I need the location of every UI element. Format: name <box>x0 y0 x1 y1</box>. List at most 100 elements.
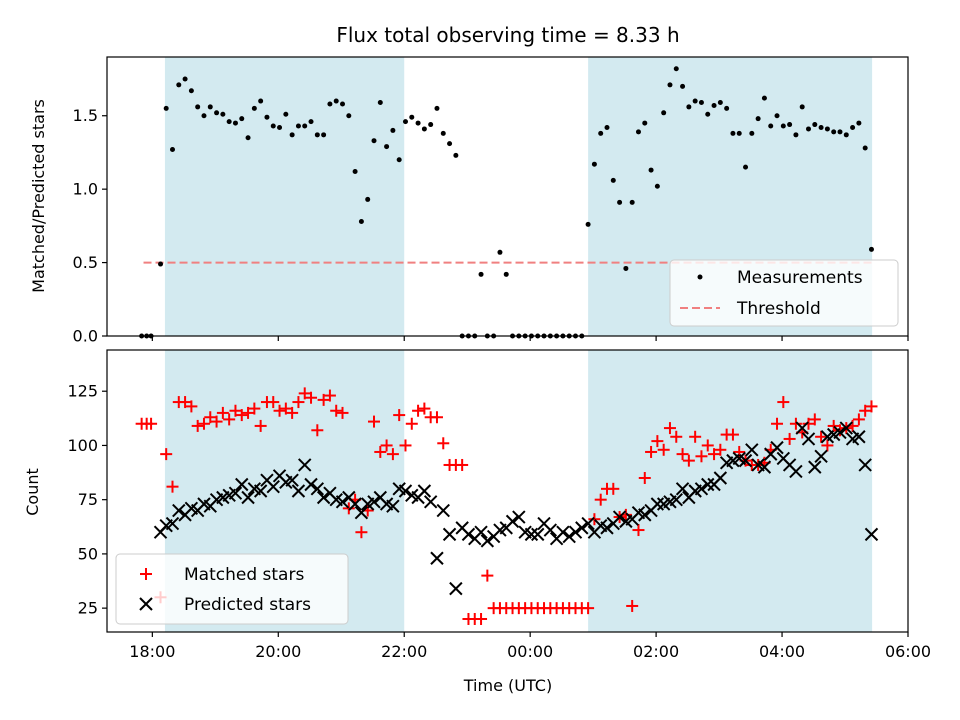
measurements-point <box>232 120 238 126</box>
predicted-stars-point <box>568 525 583 539</box>
bottom-legend: Matched stars Predicted stars <box>115 553 349 625</box>
matched-stars-point <box>204 411 217 424</box>
measurements-point <box>837 129 843 135</box>
matched-stars-point <box>645 445 658 458</box>
measurements-point <box>453 152 459 158</box>
x-tick-label: 04:00 <box>759 642 805 661</box>
top-observing-window-1 <box>164 57 405 336</box>
predicted-stars-point <box>581 516 595 531</box>
matched-stars-point <box>663 422 676 435</box>
measurements-point <box>812 122 818 128</box>
measurements-point <box>793 132 799 138</box>
measurements-point <box>402 119 408 125</box>
measurements-point <box>169 147 175 153</box>
measurements-point <box>868 246 874 252</box>
matched-stars-point <box>827 419 840 432</box>
predicted-stars-point <box>575 521 589 535</box>
matched-stars-point <box>267 396 280 409</box>
predicted-stars-point <box>864 527 879 542</box>
measurements-point <box>787 122 793 128</box>
matched-stars-point <box>682 454 695 467</box>
measurements-point <box>598 130 604 136</box>
top-legend: Measurements Threshold <box>669 259 899 327</box>
predicted-stars-point <box>713 471 728 485</box>
matched-stars-point <box>430 411 443 424</box>
predicted-stars-point <box>505 514 520 529</box>
legend-matched-label: Matched stars <box>184 565 304 585</box>
measurements-point <box>245 135 251 141</box>
measurements-point <box>396 157 402 163</box>
matched-stars-point <box>185 400 198 413</box>
matched-stars-point <box>248 402 261 415</box>
predicted-stars-point <box>367 495 381 509</box>
matched-stars-point <box>651 435 664 448</box>
measurements-point <box>680 83 686 89</box>
matched-stars-point <box>594 493 607 506</box>
matched-stars-point <box>223 413 236 426</box>
measurements-point <box>591 161 597 167</box>
measurements-point <box>346 113 352 119</box>
predicted-stars-point <box>839 421 853 435</box>
matched-stars-point <box>418 402 431 415</box>
measurements-point <box>434 105 440 111</box>
top-y-tick-label: 1.5 <box>73 106 98 125</box>
measurements-point <box>289 132 295 138</box>
measurements-point <box>585 221 591 227</box>
matched-stars-point <box>607 482 620 495</box>
top-legend-box <box>669 259 899 327</box>
matched-stars-point <box>859 404 872 417</box>
measurements-point <box>724 105 730 111</box>
predicted-stars-point <box>354 505 369 520</box>
predicted-stars-point <box>335 495 350 509</box>
matched-stars-point <box>657 443 670 456</box>
measurements-point <box>705 111 711 117</box>
matched-stars-point <box>475 612 488 625</box>
matched-stars-point <box>374 445 387 458</box>
matched-stars-point <box>336 406 349 419</box>
legend-predicted-label: Predicted stars <box>184 595 311 615</box>
measurements-point <box>604 124 610 130</box>
matched-stars-point <box>229 404 242 417</box>
matched-stars-point <box>145 417 158 430</box>
matched-stars-point <box>342 502 355 515</box>
measurements-point <box>692 98 698 104</box>
bot-y-tick-label: 125 <box>67 382 98 401</box>
bot-y-tick-label: 75 <box>78 490 98 509</box>
top-y-tick-label: 1.0 <box>73 180 98 199</box>
x-tick-label: 02:00 <box>633 642 679 661</box>
matched-stars-point <box>235 409 248 422</box>
matched-stars-point <box>279 402 292 415</box>
measurements-point <box>730 130 736 136</box>
measurements-point <box>749 130 755 136</box>
measurements-point <box>239 116 245 122</box>
x-tick-label: 06:00 <box>885 642 931 661</box>
measurements-point <box>850 124 856 130</box>
measurements-point <box>806 126 812 132</box>
measurements-point <box>761 95 767 101</box>
top-y-tick-label: 0.5 <box>73 253 98 272</box>
matched-stars-point <box>437 437 450 450</box>
matched-stars-point <box>355 526 368 539</box>
matched-stars-point <box>399 439 412 452</box>
measurements-point <box>503 271 509 277</box>
measurements-point <box>327 101 333 107</box>
predicted-stars-point <box>669 492 683 507</box>
measurements-point <box>340 101 346 107</box>
predicted-stars-point <box>474 525 488 539</box>
predicted-stars-point <box>770 440 784 455</box>
bot-y-tick-label: 25 <box>78 599 98 618</box>
predicted-stars-point <box>801 432 816 446</box>
matched-stars-point <box>815 430 828 443</box>
predicted-stars-point <box>442 527 457 542</box>
predicted-stars-point <box>789 464 803 479</box>
matched-stars-point <box>670 430 683 443</box>
predicted-stars-point <box>266 479 280 494</box>
measurements-point <box>440 130 446 136</box>
predicted-stars-point <box>316 490 331 505</box>
predicted-stars-point <box>833 425 847 440</box>
measurements-point <box>220 111 226 117</box>
measurements-point <box>182 76 188 82</box>
predicted-stars-point <box>701 477 715 492</box>
measurements-point <box>415 120 421 126</box>
measurements-point <box>195 104 201 110</box>
